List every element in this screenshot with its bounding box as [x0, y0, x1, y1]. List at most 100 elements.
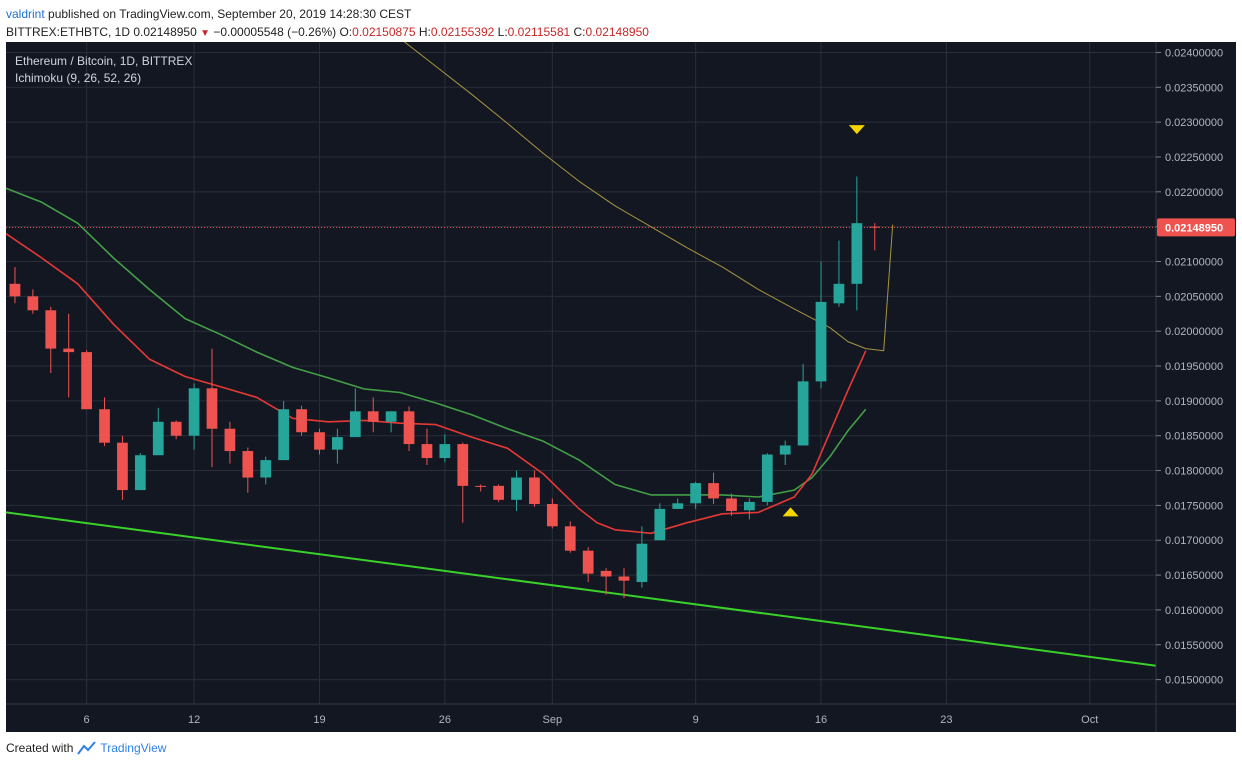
high-label: H: [418, 25, 431, 39]
close-value: 0.02148950 [585, 25, 649, 39]
legend-indicator: Ichimoku (9, 26, 52, 26) [15, 71, 141, 85]
symbol-label: BITTREX:ETHBTC, 1D [6, 25, 131, 39]
price-tick-label: 0.01650000 [1165, 570, 1223, 582]
candle-bullish [797, 381, 809, 446]
price-tick-label: 0.01550000 [1165, 640, 1223, 652]
time-tick-label: 9 [693, 714, 699, 726]
support-trend-line [6, 511, 1157, 667]
candle-bearish [224, 428, 236, 452]
author-link[interactable]: valdrint [6, 7, 45, 21]
candles [9, 176, 881, 599]
signal-up-triangle-icon [782, 507, 799, 517]
price-tick-label: 0.01950000 [1165, 361, 1223, 373]
current-price-tag: 0.02148950 [1157, 218, 1235, 237]
price-tick-label: 0.01850000 [1165, 431, 1223, 443]
candle-bullish [833, 283, 845, 304]
candle-bullish [439, 444, 451, 459]
price-tick-label: 0.02250000 [1165, 152, 1223, 164]
price-tick-label: 0.02100000 [1165, 257, 1223, 269]
candle-bullish [134, 455, 146, 491]
time-axis[interactable]: 6 12 19 26 Sep 9 16 23 Oct [84, 714, 1099, 726]
low-label: L: [497, 25, 508, 39]
candle-bearish [27, 296, 39, 311]
time-tick-label: Sep [543, 714, 563, 726]
candle-bullish [188, 388, 200, 436]
candle-bullish [332, 437, 343, 450]
current-price-value: 0.02148950 [1165, 222, 1223, 234]
price-tick-label: 0.02300000 [1165, 117, 1223, 129]
price-tick-label: 0.01900000 [1165, 396, 1223, 408]
time-tick-label: 23 [940, 714, 952, 726]
candle-bullish [851, 223, 863, 284]
publish-line: valdrint published on TradingView.com, S… [6, 5, 649, 23]
candle-bearish [726, 498, 737, 511]
candle-bearish [296, 409, 307, 433]
lagging-span-line [403, 42, 894, 352]
price-change: −0.00005548 (−0.26%) [213, 25, 337, 39]
price-tick-label: 0.02200000 [1165, 187, 1223, 199]
created-with-text: Created with [6, 741, 74, 755]
candle-bearish [81, 352, 92, 410]
candle-bullish [779, 445, 791, 455]
candle-bearish [117, 442, 128, 491]
candle-bearish [564, 526, 576, 551]
tradingview-link[interactable]: TradingView [100, 741, 167, 755]
chart-background [6, 42, 1236, 732]
price-tick-label: 0.01500000 [1165, 675, 1223, 687]
candle-bearish [600, 570, 612, 577]
candle-bearish [475, 485, 487, 487]
candle-bearish [367, 411, 379, 422]
time-tick-label: Oct [1081, 714, 1098, 726]
last-price: 0.02148950 [133, 25, 197, 39]
candle-bearish [582, 550, 594, 574]
candle-bearish [493, 485, 504, 500]
chart-header: valdrint published on TradingView.com, S… [6, 5, 649, 43]
time-tick-label: 12 [188, 714, 200, 726]
open-label: O: [339, 25, 353, 39]
price-tick-label: 0.01700000 [1165, 535, 1223, 547]
published-text: published on TradingView.com, September … [48, 7, 412, 21]
candle-bearish [45, 310, 57, 349]
down-arrow-icon: ▼ [200, 28, 211, 39]
indicator-lines [6, 42, 1157, 667]
candle-bearish [314, 432, 325, 450]
ohlc-line: BITTREX:ETHBTC, 1D 0.02148950 ▼ −0.00005… [6, 23, 649, 43]
candle-bullish [815, 301, 827, 382]
candle-bullish [152, 421, 164, 456]
candle-bearish [242, 451, 254, 478]
candle-bullish [349, 411, 361, 438]
time-tick-label: 26 [439, 714, 451, 726]
close-label: C: [573, 25, 586, 39]
candle-bearish [546, 504, 558, 527]
candle-bullish [744, 501, 755, 511]
candle-bullish [761, 454, 773, 502]
conversion-line [6, 232, 867, 535]
tradingview-logo-icon [77, 741, 97, 755]
signal-markers [782, 125, 865, 517]
candle-bearish [421, 444, 433, 459]
candle-bullish [690, 483, 702, 504]
candle-bearish [403, 411, 415, 445]
candle-bullish [278, 409, 290, 461]
candle-bullish [654, 508, 666, 541]
candle-bullish [385, 411, 397, 422]
candle-bearish [618, 576, 630, 581]
candle-bearish [63, 348, 75, 353]
candle-bearish [708, 483, 719, 499]
candle-bearish [206, 388, 218, 429]
legend-title: Ethereum / Bitcoin, 1D, BITTREX [15, 54, 192, 68]
price-tick-label: 0.01600000 [1165, 605, 1223, 617]
candle-bearish [457, 444, 469, 486]
price-chart[interactable]: 0.02400000 0.02350000 0.02300000 0.02250000… [6, 42, 1236, 732]
price-axis[interactable]: 0.02400000 0.02350000 0.02300000 0.02250000… [1156, 47, 1223, 687]
open-value: 0.02150875 [352, 25, 416, 39]
candle-bullish [636, 543, 648, 583]
candle-bearish [9, 283, 21, 297]
price-tick-label: 0.01800000 [1165, 466, 1223, 478]
time-tick-label: 19 [313, 714, 325, 726]
signal-down-triangle-icon [848, 125, 865, 135]
price-tick-label: 0.02050000 [1165, 291, 1223, 303]
price-tick-label: 0.01750000 [1165, 500, 1223, 512]
candle-bearish [869, 226, 881, 228]
candle-bearish [99, 409, 110, 443]
